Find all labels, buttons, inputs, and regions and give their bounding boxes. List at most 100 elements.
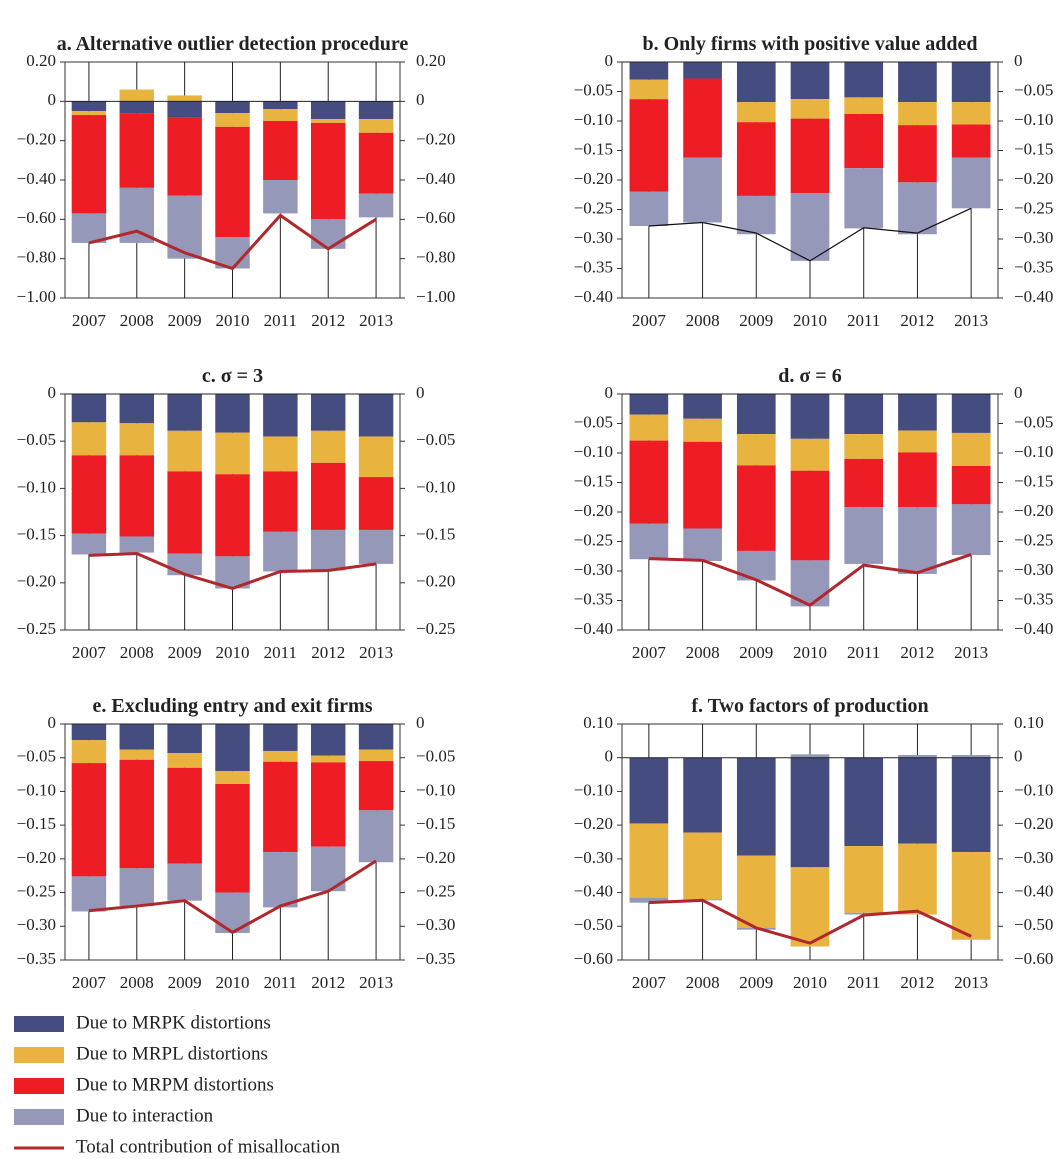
bar-segment <box>167 471 202 554</box>
bar-segment <box>898 430 937 453</box>
bar-segment <box>844 113 884 169</box>
bar-segment <box>790 99 830 119</box>
y-tick-label: −0.40 <box>574 287 613 306</box>
y2-tick-label: −0.40 <box>416 169 455 188</box>
bar-segment <box>167 101 202 118</box>
y-tick-label: −0.35 <box>574 589 613 608</box>
y-tick-label: 0 <box>48 90 57 109</box>
bar-segment <box>215 113 250 127</box>
y-tick-label: −0.10 <box>17 477 56 496</box>
bar-segment <box>898 755 937 758</box>
y2-tick-label: −0.35 <box>1014 257 1053 276</box>
bar-segment <box>119 89 155 102</box>
x-tick-label: 2013 <box>359 973 393 992</box>
bar-segment <box>358 436 394 478</box>
bar-segment <box>310 101 346 120</box>
bar-segment <box>71 111 107 116</box>
bar-segment <box>683 757 722 833</box>
bar-segment <box>790 757 830 868</box>
y-tick-label: −0.15 <box>574 139 613 158</box>
bar-segment <box>951 124 991 158</box>
bar-segment <box>898 843 937 915</box>
bar-segment <box>844 168 884 229</box>
bar-segment <box>790 118 830 193</box>
bar-segment <box>119 423 155 456</box>
bar-segment <box>263 109 298 121</box>
y-tick-label: −0.20 <box>17 572 56 591</box>
y2-tick-label: −0.20 <box>1014 501 1053 520</box>
y-tick-label: −0.05 <box>574 412 613 431</box>
bar-segment <box>629 62 669 80</box>
total-line <box>648 898 972 945</box>
y-tick-label: −0.20 <box>17 848 56 867</box>
bar-segment <box>358 132 394 194</box>
bar-segment <box>71 763 107 877</box>
panel-title: b. Only firms with positive value added <box>642 33 978 55</box>
bar-segment <box>736 465 776 551</box>
x-tick-label: 2007 <box>632 643 667 662</box>
legend-label: Due to interaction <box>76 1105 214 1126</box>
y2-tick-label: −0.05 <box>416 430 455 449</box>
bar-segment <box>629 757 669 824</box>
x-tick-label: 2012 <box>311 643 345 662</box>
y-tick-label: −0.30 <box>574 848 613 867</box>
y-tick-label: 0 <box>48 713 57 732</box>
bar-segment <box>263 101 298 110</box>
y-tick-label: −0.05 <box>17 747 56 766</box>
y-tick-label: −0.35 <box>574 257 613 276</box>
y-tick-label: −0.80 <box>17 248 56 267</box>
bar-segment <box>71 115 107 214</box>
panel-title: e. Excluding entry and exit firms <box>92 695 373 717</box>
bar-segment <box>119 724 155 750</box>
y2-tick-label: 0.10 <box>1014 713 1044 732</box>
x-tick-label: 2009 <box>168 973 202 992</box>
bar-segment <box>790 470 830 561</box>
bar-segment <box>358 119 394 133</box>
bar-segment <box>736 757 776 856</box>
x-tick-label: 2012 <box>900 643 934 662</box>
x-tick-label: 2011 <box>264 643 297 662</box>
panel-title: a. Alternative outlier detection procedu… <box>56 33 409 55</box>
x-tick-label: 2010 <box>216 643 250 662</box>
y2-tick-label: −0.30 <box>1014 848 1053 867</box>
x-tick-label: 2010 <box>793 643 827 662</box>
x-tick-label: 2008 <box>686 973 720 992</box>
y2-tick-label: −0.20 <box>1014 169 1053 188</box>
bar-segment <box>683 78 722 158</box>
y2-tick-label: −0.30 <box>416 915 455 934</box>
y-tick-label: −0.10 <box>574 780 613 799</box>
bar-segment <box>263 761 298 853</box>
y2-tick-label: −0.20 <box>416 572 455 591</box>
bar-segment <box>898 452 937 508</box>
y-tick-label: −0.20 <box>17 130 56 149</box>
y-tick-label: −0.30 <box>574 228 613 247</box>
x-tick-label: 2012 <box>311 973 345 992</box>
bar-segment <box>844 394 884 435</box>
x-tick-label: 2008 <box>120 643 154 662</box>
bar-segment <box>844 62 884 98</box>
bar-segment <box>358 724 394 750</box>
y2-tick-label: −0.10 <box>416 780 455 799</box>
bar-segment <box>71 394 107 423</box>
bar-segment <box>951 394 991 433</box>
bar-segment <box>629 79 669 100</box>
y2-tick-label: −0.60 <box>416 208 455 227</box>
y-tick-label: −0.35 <box>17 949 56 968</box>
y-tick-label: −1.00 <box>17 287 56 306</box>
y2-tick-label: −0.50 <box>1014 915 1053 934</box>
bar-segment <box>167 95 202 102</box>
bar-segment <box>310 462 346 530</box>
y-tick-label: −0.40 <box>574 881 613 900</box>
x-tick-label: 2012 <box>900 311 934 330</box>
y-tick-label: −0.20 <box>574 501 613 520</box>
total-line <box>88 213 377 271</box>
bar-segment <box>310 119 346 123</box>
bar-segment <box>215 101 250 114</box>
bar-segment <box>844 846 884 913</box>
bar-segment <box>358 810 394 863</box>
bar-segment <box>736 62 776 103</box>
y2-tick-label: −0.10 <box>416 477 455 496</box>
y2-tick-label: −0.80 <box>416 248 455 267</box>
bar-segment <box>167 430 202 472</box>
bar-segment <box>951 852 991 940</box>
